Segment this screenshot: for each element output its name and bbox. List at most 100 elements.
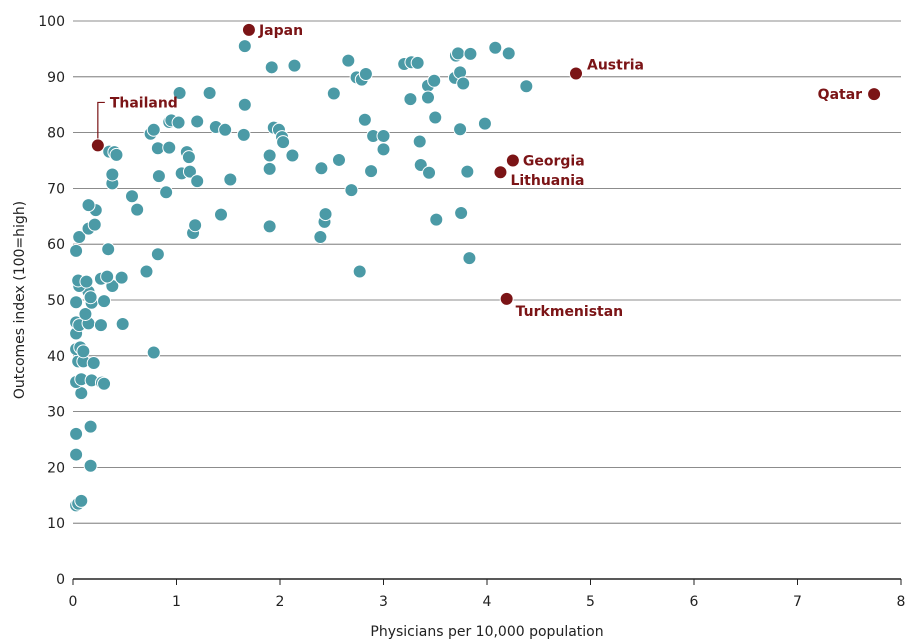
y-tick-label: 20: [47, 460, 65, 476]
data-point: [162, 140, 177, 155]
x-tick-label: 7: [793, 594, 802, 610]
data-point: [236, 127, 251, 142]
data-point: [182, 164, 197, 179]
data-point: [364, 164, 379, 179]
data-point: [223, 172, 238, 187]
data-point: [376, 142, 391, 157]
x-axis-title: Physicians per 10,000 population: [370, 624, 603, 640]
data-point: [421, 90, 436, 105]
data-point: [115, 316, 130, 331]
data-point: [403, 92, 418, 107]
y-tick-label: 0: [56, 572, 65, 588]
data-point: [237, 97, 252, 112]
data-point: [74, 493, 89, 508]
data-point: [101, 242, 116, 257]
data-point: [78, 306, 93, 321]
data-point: [139, 264, 154, 279]
data-point: [69, 426, 84, 441]
data-point: [341, 53, 356, 68]
data-point: [463, 46, 478, 61]
country-label: Qatar: [818, 87, 862, 103]
data-point: [214, 207, 229, 222]
data-point: [188, 218, 203, 233]
x-tick-label: 1: [172, 594, 181, 610]
highlight-point: [499, 291, 514, 306]
data-point: [357, 112, 372, 127]
data-point: [171, 115, 186, 130]
data-point: [428, 110, 443, 125]
data-point: [262, 219, 277, 234]
data-point: [460, 164, 475, 179]
x-tick-label: 2: [276, 594, 285, 610]
data-point: [287, 58, 302, 73]
data-point: [105, 167, 120, 182]
data-point: [501, 46, 516, 61]
data-point: [124, 189, 139, 204]
data-point: [276, 135, 291, 150]
country-label: Turkmenistan: [516, 304, 623, 320]
data-point: [83, 458, 98, 473]
data-point: [318, 207, 333, 222]
data-points: [69, 39, 534, 513]
highlight-point: [241, 22, 256, 37]
data-point: [462, 251, 477, 266]
y-tick-label: 10: [47, 516, 65, 532]
data-point: [181, 150, 196, 165]
y-tick-label: 90: [47, 70, 65, 86]
data-point: [69, 447, 84, 462]
data-point: [427, 73, 442, 88]
x-tick-label: 3: [379, 594, 388, 610]
country-label: Lithuania: [510, 173, 584, 189]
country-label: Austria: [587, 57, 644, 73]
data-point: [86, 356, 101, 371]
data-point: [159, 185, 174, 200]
data-point: [453, 122, 468, 137]
data-point: [83, 290, 98, 305]
data-point: [69, 295, 84, 310]
x-tick-label: 0: [69, 594, 78, 610]
data-point: [264, 60, 279, 75]
data-point: [352, 264, 367, 279]
data-point: [422, 165, 437, 180]
country-label: Japan: [258, 23, 303, 39]
y-tick-label: 50: [47, 293, 65, 309]
data-point: [237, 39, 252, 54]
highlight-point: [505, 153, 520, 168]
data-point: [451, 46, 466, 61]
country-label: Thailand: [110, 95, 178, 111]
data-point: [83, 419, 98, 434]
y-tick-label: 80: [47, 126, 65, 142]
data-point: [314, 161, 329, 176]
data-point: [358, 67, 373, 82]
data-point: [97, 376, 112, 391]
x-tick-label: 8: [897, 594, 906, 610]
data-point: [429, 212, 444, 227]
data-point: [146, 345, 161, 360]
highlighted-countries: Japan Austria Qatar Thailand Georgia Lithuani…: [90, 22, 882, 320]
y-tick-label: 70: [47, 181, 65, 197]
data-point: [93, 318, 108, 333]
highlight-point: [867, 87, 882, 102]
y-tick-label: 30: [47, 405, 65, 421]
data-point: [477, 116, 492, 131]
data-point: [190, 174, 205, 189]
leader-line: [97, 101, 105, 140]
gridlines: [73, 20, 901, 524]
data-point: [331, 152, 346, 167]
data-point: [313, 229, 328, 244]
data-point: [519, 79, 534, 94]
data-point: [151, 169, 166, 184]
data-point: [87, 217, 102, 232]
data-point: [262, 161, 277, 176]
data-point: [456, 76, 471, 91]
data-point: [376, 128, 391, 143]
data-point: [69, 243, 84, 258]
x-tick-label: 6: [690, 594, 699, 610]
data-point: [262, 148, 277, 163]
data-point: [150, 247, 165, 262]
y-tick-label: 60: [47, 237, 65, 253]
data-point: [76, 344, 91, 359]
data-point: [114, 270, 129, 285]
y-tick-label: 100: [38, 14, 65, 30]
